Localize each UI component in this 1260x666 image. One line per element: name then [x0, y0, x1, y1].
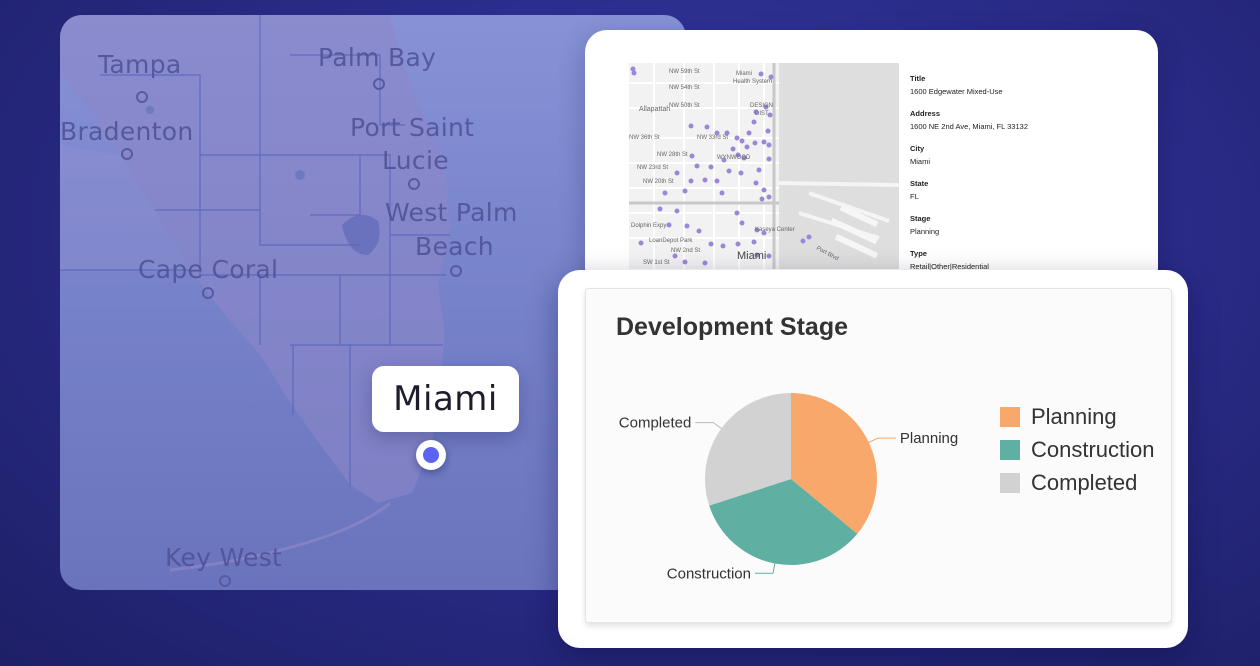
pie-chart: Planning Construction Completed — [619, 393, 958, 582]
city-dot-key-west — [219, 575, 231, 587]
chart-panel: Development Stage Planning Construction Co… — [585, 288, 1172, 623]
legend-item-completed[interactable]: Completed — [1000, 466, 1155, 499]
legend-swatch-construction — [1000, 439, 1020, 460]
legend-label-completed: Completed — [1031, 469, 1138, 495]
city-dot-port-saint-lucie — [408, 178, 420, 190]
field-label-address: Address — [910, 109, 941, 118]
street-label: NW 36th St — [629, 135, 660, 141]
legend-label-construction: Construction — [1031, 436, 1155, 462]
selected-city-label: Miami — [372, 366, 519, 432]
field-label-state: State — [910, 179, 929, 188]
street-label: Allapattah — [639, 106, 671, 113]
legend-item-planning[interactable]: Planning — [1000, 400, 1155, 433]
street-label: Miami — [737, 250, 767, 262]
street-label: NW 28th St — [657, 152, 688, 158]
street-label: NW 33rd St — [697, 135, 729, 141]
field-value-title: 1600 Edgewater Mixed-Use — [910, 87, 1003, 96]
city-label-west-palm: West Palm — [385, 198, 518, 227]
field-value-city: Miami — [910, 157, 930, 166]
street-label: WYNWOOD — [717, 155, 751, 161]
street-label: NW 20th St — [643, 179, 674, 185]
street-label: Health System — [733, 79, 773, 85]
city-label-beach: Beach — [415, 232, 494, 261]
pie-slice-completed[interactable] — [705, 393, 791, 506]
city-dot-tampa — [136, 91, 148, 103]
legend-label-planning: Planning — [1031, 403, 1117, 429]
field-value-address: 1600 NE 2nd Ave, Miami, FL 33132 — [910, 122, 1028, 131]
legend-swatch-completed — [1000, 472, 1020, 493]
field-label-title: Title — [910, 74, 926, 83]
city-dot-cape-coral — [202, 287, 214, 299]
field-value-type: Retail|Other|Residential — [910, 262, 989, 271]
pie-label-construction: Construction — [667, 565, 751, 582]
chart-title: Development Stage — [616, 313, 849, 341]
project-details: Title 1600 Edgewater Mixed-Use Address 1… — [910, 74, 1028, 284]
city-label-cape-coral: Cape Coral — [138, 255, 279, 284]
street-label: SW 1st St — [643, 260, 670, 266]
street-label: NW 23rd St — [637, 165, 669, 171]
chart-card: Development Stage Planning Construction Co… — [558, 270, 1188, 648]
street-label: Miami — [736, 71, 752, 77]
city-label-bradenton: Bradenton — [60, 117, 194, 146]
legend-item-construction[interactable]: Construction — [1000, 433, 1155, 466]
city-dot-bradenton — [121, 148, 133, 160]
street-label: LoanDepot Park — [649, 238, 693, 244]
legend-swatch-planning — [1000, 406, 1020, 427]
field-label-type: Type — [910, 249, 927, 258]
street-map-roads — [629, 63, 899, 269]
street-label: Kaseya Center — [755, 227, 795, 233]
city-label-key-west: Key West — [165, 543, 283, 572]
field-value-stage: Planning — [910, 227, 940, 236]
pie-leader-line — [695, 422, 722, 429]
city-label-port-saint: Port Saint — [350, 113, 475, 142]
city-label-lucie: Lucie — [382, 146, 449, 175]
pie-label-planning: Planning — [900, 430, 958, 447]
project-detail-card: NW 59th St NW 54th St NW 50th St Miami H… — [585, 30, 1158, 290]
street-label: NW 54th St — [669, 85, 700, 91]
city-label-tampa: Tampa — [98, 50, 182, 79]
pie-slice-planning[interactable] — [791, 393, 877, 534]
pie-slice-construction[interactable] — [709, 479, 858, 565]
pie-leader-line — [868, 437, 896, 443]
street-label: DESIGN — [750, 103, 774, 109]
city-dot-palm-bay — [373, 78, 385, 90]
city-label-palm-bay: Palm Bay — [318, 43, 437, 72]
field-label-city: City — [910, 144, 925, 153]
location-pin-icon[interactable] — [416, 440, 446, 470]
street-label: DIST — [755, 111, 769, 117]
field-label-stage: Stage — [910, 214, 931, 223]
pie-label-completed: Completed — [619, 415, 692, 432]
chart-legend: Planning Construction Completed — [1000, 400, 1155, 499]
street-label: NW 2nd St — [671, 248, 701, 254]
pie-leader-line — [755, 563, 776, 574]
street-label: Dolphin Expy — [631, 223, 667, 229]
field-value-state: FL — [910, 192, 919, 201]
street-map[interactable]: NW 59th St NW 54th St NW 50th St Miami H… — [629, 63, 899, 269]
street-label: NW 50th St — [669, 103, 700, 109]
city-dot-west-palm-beach — [450, 265, 462, 277]
street-label: NW 59th St — [669, 69, 700, 75]
florida-map-shape — [60, 15, 450, 572]
